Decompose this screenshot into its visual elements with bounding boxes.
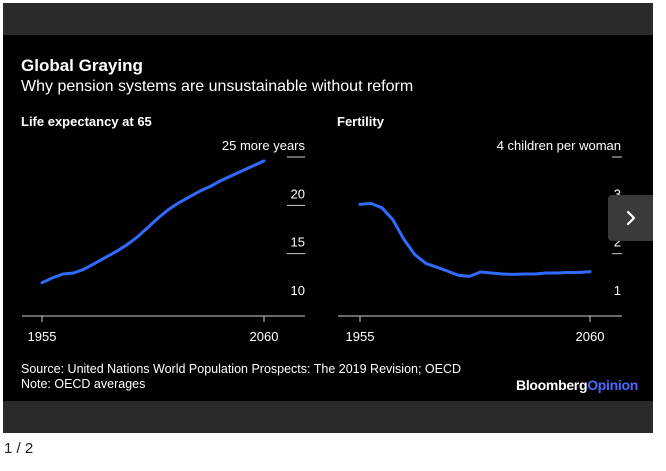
y-tick-label: 15 bbox=[291, 235, 305, 250]
x-tick-label: 2060 bbox=[250, 329, 279, 344]
x-tick-label: 1955 bbox=[346, 329, 375, 344]
x-tick-label: 1955 bbox=[28, 329, 57, 344]
y-tick-label: 2 bbox=[614, 235, 621, 250]
series-line bbox=[358, 201, 592, 278]
y-tick-label: 4 children per woman bbox=[497, 138, 621, 153]
chart-subtitle: Why pension systems are unsustainable wi… bbox=[21, 78, 414, 95]
series-line bbox=[40, 159, 266, 285]
chevron-right-icon bbox=[626, 210, 635, 226]
x-tick-label: 2060 bbox=[576, 329, 605, 344]
brand-logo: BloombergOpinion bbox=[516, 377, 638, 393]
y-tick-label: 20 bbox=[291, 186, 305, 201]
brand-logo-part2: Opinion bbox=[587, 377, 638, 393]
chart-card bbox=[3, 35, 653, 401]
panel-title-life-expectancy: Life expectancy at 65 bbox=[21, 114, 152, 129]
y-tick-label: 10 bbox=[291, 283, 305, 298]
source-note: Source: United Nations World Population … bbox=[21, 362, 462, 376]
gallery-bottom-bar bbox=[3, 401, 653, 433]
footnote: Note: OECD averages bbox=[21, 377, 146, 391]
slide-counter: 1 / 2 bbox=[4, 440, 34, 457]
next-slide-button[interactable] bbox=[608, 195, 653, 241]
panel-title-fertility: Fertility bbox=[337, 114, 384, 129]
chart-title: Global Graying bbox=[21, 56, 143, 75]
y-tick-label: 25 more years bbox=[222, 138, 306, 153]
y-tick-label: 1 bbox=[614, 283, 621, 298]
y-tick-label: 3 bbox=[614, 186, 621, 201]
brand-logo-part1: Bloomberg bbox=[516, 377, 588, 393]
